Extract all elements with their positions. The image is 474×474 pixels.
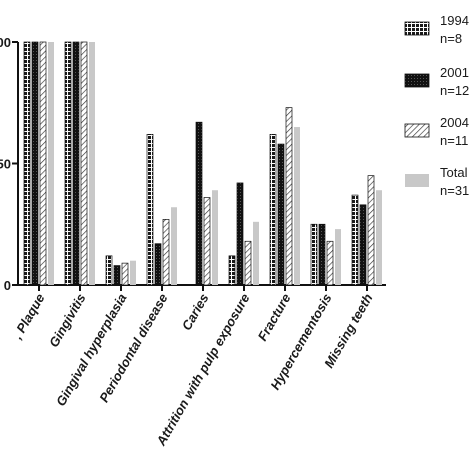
legend-swatch-2004 [404, 123, 430, 138]
legend-swatch-total [405, 174, 429, 187]
legend-label-total: Total [440, 165, 468, 180]
bar-1994-3 [146, 133, 154, 286]
bar-1994-1 [64, 41, 72, 286]
legend-count-total: n=31 [440, 183, 469, 198]
bar-2004-7 [326, 240, 334, 286]
bar-1994-0 [23, 41, 31, 286]
bar-2004-6 [285, 107, 293, 286]
bar-2004-3 [162, 219, 170, 286]
bar-total-6 [294, 127, 300, 285]
bar-1994-5 [228, 255, 236, 286]
bar-2001-5 [236, 182, 244, 286]
bar-1994-7 [310, 223, 318, 286]
bar-2001-8 [359, 204, 367, 286]
bar-2001-7 [318, 223, 326, 286]
legend: 1994 n=8 2001 n=12 2004 n=11 Total n=31 [404, 13, 469, 198]
y-tick-label: 0 [4, 278, 11, 293]
bars [23, 41, 382, 286]
legend-count-1994: n=8 [440, 31, 462, 46]
bar-2001-2 [113, 265, 121, 286]
legend-label-2001: 2001 [440, 65, 469, 80]
y-tick-label: 00 [0, 35, 11, 50]
x-ticks [38, 285, 368, 291]
bar-1994-6 [269, 133, 277, 286]
bar-2004-0 [39, 41, 47, 286]
category-label: , Plaque [9, 291, 47, 343]
bar-2004-1 [80, 41, 88, 286]
bar-total-5 [253, 221, 259, 285]
bar-2001-3 [154, 243, 162, 286]
bar-total-0 [48, 42, 54, 285]
bar-2004-2 [121, 262, 129, 286]
legend-label-2004: 2004 [440, 115, 469, 130]
bar-total-2 [130, 260, 136, 285]
bar-2004-5 [244, 240, 252, 286]
category-label: Gingivitis [46, 291, 89, 350]
legend-count-2004: n=11 [440, 133, 468, 148]
bar-2001-6 [277, 143, 285, 286]
bar-2004-8 [367, 175, 375, 286]
legend-count-2001: n=12 [440, 83, 469, 98]
legend-label-1994: 1994 [440, 13, 469, 28]
bar-2001-1 [72, 41, 80, 286]
bar-total-4 [212, 190, 218, 285]
bar-2001-4 [195, 121, 203, 286]
bar-1994-2 [105, 255, 113, 286]
bar-2004-4 [203, 197, 211, 286]
bar-2001-0 [31, 41, 39, 286]
category-label: Attrition with pulp exposure [153, 291, 253, 449]
legend-swatch-1994 [404, 21, 430, 36]
bar-total-3 [171, 207, 177, 285]
legend-swatch-2001 [404, 73, 430, 88]
y-tick-label: 50 [0, 157, 11, 172]
bar-total-8 [376, 190, 382, 285]
y-ticks: 00 50 0 [0, 35, 18, 293]
category-label: Fracture [255, 291, 294, 344]
category-label: Caries [179, 291, 212, 333]
bar-1994-8 [351, 194, 359, 286]
bar-total-7 [335, 229, 341, 285]
bar-total-1 [89, 42, 95, 285]
